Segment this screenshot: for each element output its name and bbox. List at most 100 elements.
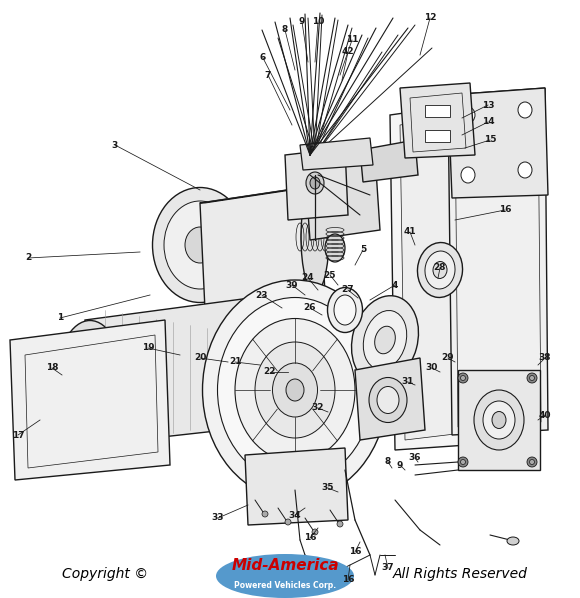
Text: 15: 15 <box>484 136 496 145</box>
Text: 22: 22 <box>264 368 276 377</box>
Ellipse shape <box>418 243 462 297</box>
Ellipse shape <box>363 310 407 370</box>
Text: 16: 16 <box>342 575 354 584</box>
Ellipse shape <box>202 280 387 500</box>
Ellipse shape <box>273 363 317 417</box>
Ellipse shape <box>337 521 343 527</box>
Ellipse shape <box>377 386 399 413</box>
Polygon shape <box>200 185 325 310</box>
Ellipse shape <box>474 390 524 450</box>
Ellipse shape <box>325 234 345 262</box>
Ellipse shape <box>507 537 519 545</box>
Text: 42: 42 <box>342 47 354 56</box>
Text: 4: 4 <box>392 280 398 289</box>
Text: 20: 20 <box>194 353 206 362</box>
Text: 10: 10 <box>312 17 324 26</box>
Ellipse shape <box>235 319 355 462</box>
Text: Copyright ©: Copyright © <box>62 567 148 581</box>
Ellipse shape <box>262 511 268 517</box>
Ellipse shape <box>285 519 291 525</box>
Text: 9: 9 <box>397 460 403 469</box>
Ellipse shape <box>425 251 455 289</box>
Polygon shape <box>400 108 530 440</box>
Polygon shape <box>300 138 373 170</box>
Ellipse shape <box>288 290 322 420</box>
Bar <box>425 105 450 117</box>
Ellipse shape <box>530 376 535 380</box>
Ellipse shape <box>492 411 506 429</box>
Polygon shape <box>360 140 418 182</box>
Text: 34: 34 <box>289 511 302 520</box>
Polygon shape <box>285 148 348 220</box>
Polygon shape <box>390 95 540 450</box>
Ellipse shape <box>334 295 356 325</box>
Ellipse shape <box>328 288 362 332</box>
Ellipse shape <box>530 459 535 465</box>
Text: 11: 11 <box>346 35 358 44</box>
Ellipse shape <box>153 188 248 303</box>
Ellipse shape <box>433 261 447 279</box>
Polygon shape <box>355 358 425 440</box>
Ellipse shape <box>461 107 475 123</box>
Text: 1: 1 <box>57 313 63 322</box>
Text: 7: 7 <box>265 71 271 80</box>
Ellipse shape <box>461 376 466 380</box>
Ellipse shape <box>518 162 532 178</box>
Ellipse shape <box>255 342 335 438</box>
Polygon shape <box>245 448 348 525</box>
Text: Mid-America: Mid-America <box>231 557 339 572</box>
Ellipse shape <box>286 379 304 401</box>
Text: Powered Vehicles Corp.: Powered Vehicles Corp. <box>234 581 336 590</box>
Ellipse shape <box>518 102 532 118</box>
Text: 19: 19 <box>142 343 154 352</box>
Ellipse shape <box>458 457 468 467</box>
Bar <box>425 130 450 142</box>
Ellipse shape <box>56 321 124 446</box>
Ellipse shape <box>312 529 318 535</box>
Text: 5: 5 <box>360 246 366 255</box>
Text: 2: 2 <box>25 254 31 263</box>
Text: 25: 25 <box>324 270 336 279</box>
Text: 28: 28 <box>434 264 446 273</box>
Text: 16: 16 <box>499 206 511 215</box>
Text: 32: 32 <box>312 404 324 413</box>
Ellipse shape <box>375 327 396 354</box>
Text: 40: 40 <box>539 410 551 420</box>
Text: 26: 26 <box>304 304 316 313</box>
Text: 3: 3 <box>112 141 118 150</box>
Ellipse shape <box>461 167 475 183</box>
Ellipse shape <box>527 373 537 383</box>
Ellipse shape <box>458 373 468 383</box>
Polygon shape <box>10 320 170 480</box>
Text: All Rights Reserved: All Rights Reserved <box>393 567 527 581</box>
Text: GolfCartsDirect: GolfCartsDirect <box>211 364 349 417</box>
Text: 14: 14 <box>481 117 494 127</box>
Text: 18: 18 <box>46 364 58 373</box>
Polygon shape <box>448 88 548 435</box>
Ellipse shape <box>216 554 354 598</box>
Text: 16: 16 <box>349 548 361 557</box>
Ellipse shape <box>527 457 537 467</box>
Bar <box>458 370 540 470</box>
Ellipse shape <box>65 335 115 431</box>
Text: 36: 36 <box>409 453 421 462</box>
Text: 31: 31 <box>402 377 414 386</box>
Text: 9: 9 <box>299 17 305 26</box>
Text: 37: 37 <box>382 563 394 572</box>
Text: 12: 12 <box>424 14 436 23</box>
Text: 24: 24 <box>302 273 314 282</box>
Ellipse shape <box>310 177 320 189</box>
Ellipse shape <box>185 227 215 263</box>
Text: 21: 21 <box>229 358 241 367</box>
Text: 13: 13 <box>482 100 494 109</box>
Text: 39: 39 <box>286 280 298 289</box>
Text: 16: 16 <box>304 533 316 542</box>
Text: 6: 6 <box>260 53 266 63</box>
Text: 41: 41 <box>404 227 416 236</box>
Text: 38: 38 <box>539 353 551 362</box>
Polygon shape <box>200 185 325 203</box>
Polygon shape <box>400 83 475 158</box>
Ellipse shape <box>78 360 102 406</box>
Ellipse shape <box>461 459 466 465</box>
Text: 35: 35 <box>322 484 334 493</box>
